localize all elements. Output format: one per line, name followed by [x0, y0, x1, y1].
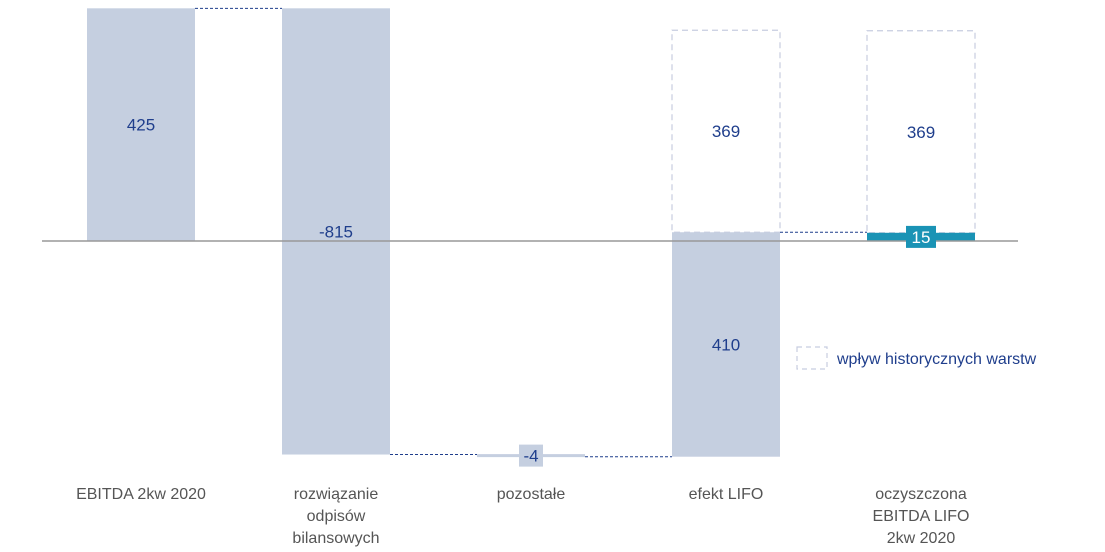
value-badge-2: [519, 444, 543, 467]
category-label-3: efekt LIFO: [689, 486, 764, 503]
category-label-0: EBITDA 2kw 2020: [76, 486, 206, 503]
legend-swatch: [796, 346, 828, 370]
legend-label: wpływ historycznych warstw: [836, 351, 1037, 368]
hist-value-label-4: 369: [907, 123, 935, 142]
bar-1: [282, 8, 390, 455]
value-label-4: 15: [912, 228, 931, 247]
value-label-0: 425: [127, 116, 155, 135]
value-badge-4: [906, 225, 936, 248]
hist-value-label-3: 369: [712, 122, 740, 141]
value-label-1: -815: [319, 222, 353, 241]
bar-3: [672, 232, 780, 457]
category-label-4: oczyszczona EBITDA LIFO 2kw 2020: [873, 486, 970, 547]
category-label-2: pozostałe: [497, 486, 566, 503]
hist-layer-box-3: [671, 29, 781, 233]
value-label-2: -4: [523, 447, 538, 466]
value-label-3: 410: [712, 335, 740, 354]
category-label-1: rozwiązanie odpisów bilansowych: [292, 486, 379, 547]
bar-0: [87, 8, 195, 241]
